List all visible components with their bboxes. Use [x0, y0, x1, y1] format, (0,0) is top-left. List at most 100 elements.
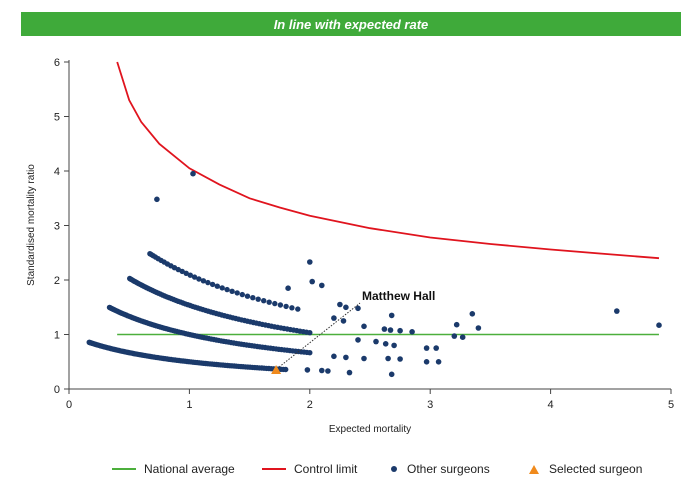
other-surgeon-point: [331, 315, 337, 321]
selected-surgeon-swatch: [529, 464, 539, 474]
other-surgeon-point: [381, 326, 388, 332]
other-surgeon-point: [277, 302, 284, 308]
other-surgeon-point: [451, 333, 458, 339]
other-surgeon-point: [388, 371, 395, 378]
other-surgeon-point: [433, 345, 440, 351]
other-surgeon-point: [307, 350, 313, 356]
other-surgeon-point: [183, 270, 189, 276]
other-surgeon-point: [435, 359, 442, 365]
status-banner: In line with expected rate: [21, 12, 681, 36]
legend-national-average-label: National average: [144, 462, 235, 476]
other-surgeon-point: [224, 286, 230, 293]
legend-control-limit: Control limit: [262, 458, 357, 480]
other-surgeon-point: [387, 327, 394, 333]
other-surgeon-point: [382, 341, 389, 347]
other-surgeon-point: [229, 288, 235, 294]
legend: National average Control limit Other sur…: [0, 458, 700, 480]
other-surgeon-point: [385, 355, 391, 362]
other-surgeon-point: [283, 366, 289, 373]
y-tick-label: 6: [54, 57, 60, 69]
other-surgeon-point: [191, 274, 198, 280]
other-surgeon-point: [234, 290, 240, 296]
other-surgeon-point: [331, 353, 337, 360]
other-surgeon-point: [346, 369, 353, 376]
other-surgeon-point: [325, 368, 331, 374]
y-axis-label: Standardised mortality ratio: [26, 164, 37, 286]
selected-surgeon-label: Matthew Hall: [362, 289, 435, 303]
other-surgeon-point: [337, 301, 343, 308]
other-surgeon-point: [209, 281, 216, 288]
other-surgeon-point: [309, 278, 316, 285]
control-limit-line: [116, 61, 660, 260]
other-surgeon-point: [200, 278, 207, 284]
x-axis-label: Expected mortality: [329, 424, 411, 435]
other-surgeon-point: [319, 282, 325, 289]
status-banner-text: In line with expected rate: [273, 16, 429, 32]
y-tick-label: 2: [54, 275, 60, 287]
y-tick-label: 1: [54, 330, 60, 342]
plot-area: Matthew Hall: [86, 61, 662, 378]
other-surgeon-point: [187, 272, 193, 278]
other-surgeon-point: [340, 318, 347, 324]
x-tick-label: 4: [548, 399, 554, 411]
other-surgeon-point: [250, 295, 256, 301]
other-surgeon-point: [391, 342, 397, 349]
other-surgeon-point: [205, 279, 211, 286]
other-surgeon-point: [656, 322, 662, 329]
other-surgeon-point: [397, 327, 403, 334]
x-tick-label: 2: [307, 399, 313, 411]
other-surgeon-point: [179, 268, 185, 275]
other-surgeon-point: [283, 303, 289, 310]
legend-other-surgeons: Other surgeons: [391, 458, 490, 480]
y-tick-label: 4: [54, 166, 60, 178]
selected-surgeon-marker: [271, 365, 282, 375]
selected-surgeon-leader: [278, 302, 361, 368]
other-surgeon-point: [614, 308, 620, 314]
legend-national-average: National average: [112, 458, 235, 480]
y-tick-label: 0: [54, 384, 60, 396]
other-surgeon-point: [219, 285, 225, 291]
funnel-plot: 0 1 2 3 4 5 6 0 1 2 3 4 5 Matthew Hall Expected mort…: [26, 57, 674, 435]
other-surgeon-point: [196, 276, 202, 282]
other-surgeon-point: [239, 291, 245, 298]
other-surgeon-point: [361, 355, 367, 362]
axis-labels: Expected mortality Standardised mortalit…: [26, 164, 411, 435]
legend-other-surgeons-label: Other surgeons: [407, 462, 490, 476]
y-tick-label: 3: [54, 221, 60, 233]
other-surgeon-point: [388, 312, 395, 319]
other-surgeons-swatch: [391, 466, 397, 472]
other-surgeon-point: [343, 354, 349, 361]
national-average-swatch: [112, 468, 136, 470]
other-surgeon-point: [343, 304, 349, 311]
other-surgeon-point: [459, 334, 466, 341]
other-surgeon-point: [154, 196, 160, 203]
other-surgeon-point: [355, 337, 361, 343]
other-surgeon-point: [423, 345, 430, 351]
other-surgeon-point: [397, 356, 403, 362]
other-surgeon-point: [423, 359, 430, 365]
x-tick-label: 1: [186, 399, 192, 411]
other-surgeon-point: [214, 283, 220, 289]
other-surgeon-point: [373, 338, 379, 345]
other-surgeon-point: [261, 298, 267, 304]
other-surgeon-point: [304, 367, 311, 373]
other-surgeon-point: [266, 299, 272, 305]
other-surgeon-point: [453, 321, 460, 328]
legend-selected-surgeon-label: Selected surgeon: [549, 462, 643, 476]
control-limit-swatch: [262, 468, 286, 470]
other-surgeon-point: [244, 293, 251, 299]
other-surgeon-point: [307, 330, 313, 336]
other-surgeon-point: [272, 300, 278, 307]
x-tick-label: 0: [66, 399, 72, 411]
other-surgeon-point: [295, 306, 301, 312]
other-surgeon-point: [289, 305, 295, 311]
x-tick-label: 5: [668, 399, 674, 411]
y-tick-label: 5: [54, 112, 60, 124]
legend-control-limit-label: Control limit: [294, 462, 358, 476]
other-surgeon-point: [319, 367, 325, 374]
other-surgeon-point: [361, 323, 367, 330]
other-surgeon-point: [307, 259, 313, 265]
other-surgeon-point: [255, 296, 261, 302]
legend-selected-surgeon: Selected surgeon: [529, 458, 642, 480]
other-surgeon-point: [475, 325, 482, 331]
